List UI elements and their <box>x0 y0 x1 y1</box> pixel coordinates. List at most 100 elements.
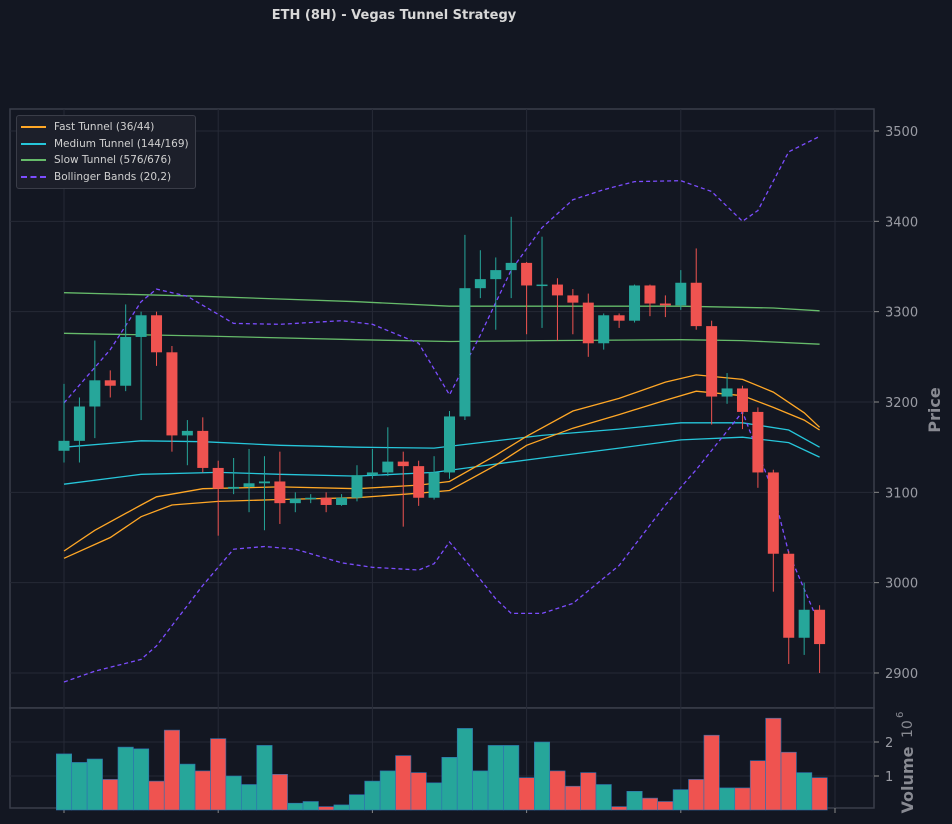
legend-label: Bollinger Bands (20,2) <box>54 170 172 183</box>
legend-label: Fast Tunnel (36/44) <box>54 121 155 134</box>
candle-body <box>135 315 147 337</box>
volume-bar <box>672 789 689 811</box>
candle-body <box>320 497 332 505</box>
candle-body <box>629 285 641 321</box>
slow-tunnel-lower-line <box>63 332 820 345</box>
y-tick-label: 3100 <box>885 486 918 501</box>
legend-item-medium: Medium Tunnel (144/169) <box>21 136 189 153</box>
volume-bar <box>55 753 72 811</box>
legend-label: Slow Tunnel (576/676) <box>54 154 172 167</box>
candle-body <box>567 295 579 303</box>
volume-bar <box>734 787 751 811</box>
candle-body <box>659 303 671 306</box>
volume-bar <box>302 801 319 811</box>
legend-item-bollinger: Bollinger Bands (20,2) <box>21 169 189 186</box>
candle-body <box>212 467 224 489</box>
candle-body <box>228 486 240 489</box>
candle-body <box>582 302 594 344</box>
bollinger-lower-line <box>63 410 821 683</box>
volume-bar <box>379 770 396 811</box>
volume-bar <box>271 773 288 811</box>
volume-bar <box>426 782 443 811</box>
volume-bar <box>703 734 720 811</box>
candle-body <box>258 481 270 484</box>
volume-bar <box>595 784 612 811</box>
volume-bar <box>749 760 766 811</box>
volume-bar <box>395 755 412 811</box>
volume-bar <box>780 751 797 811</box>
legend-swatch <box>21 175 46 178</box>
legend-item-fast: Fast Tunnel (36/44) <box>21 119 189 136</box>
volume-bar <box>256 745 273 811</box>
legend-swatch <box>21 126 46 129</box>
candle-body <box>120 336 132 386</box>
volume-bar <box>657 801 674 811</box>
legend-item-slow: Slow Tunnel (576/676) <box>21 152 189 169</box>
candle-body <box>274 481 286 504</box>
candle-body <box>181 430 193 436</box>
legend-label: Medium Tunnel (144/169) <box>54 137 189 150</box>
volume-bar <box>225 775 242 811</box>
volume-bar <box>133 748 150 811</box>
volume-bar <box>241 784 258 811</box>
legend-swatch <box>21 159 46 162</box>
volume-bar <box>611 806 628 811</box>
candle-body <box>505 262 517 271</box>
volume-bar <box>456 728 473 811</box>
candle-body <box>675 282 687 306</box>
volume-tick-label: 1 <box>885 770 893 785</box>
y-tick-label: 3400 <box>885 215 918 230</box>
candle-body <box>243 483 255 487</box>
candle-body <box>166 352 178 436</box>
volume-bar <box>549 770 566 811</box>
volume-bar <box>811 777 828 811</box>
volume-bar <box>487 745 504 811</box>
candle-body <box>521 262 533 286</box>
volume-bar <box>210 738 227 811</box>
candle-body <box>613 315 625 321</box>
legend: Fast Tunnel (36/44) Medium Tunnel (144/1… <box>16 115 196 189</box>
candle-body <box>536 284 548 287</box>
volume-bar <box>518 777 535 811</box>
volume-bar <box>472 770 489 811</box>
volume-bar <box>117 746 134 811</box>
volume-bar <box>318 806 335 811</box>
candle-body <box>752 411 764 473</box>
candle-body <box>551 284 563 296</box>
candle-body <box>644 285 656 304</box>
candle-body <box>459 288 471 417</box>
candle-body <box>706 326 718 397</box>
candle-body <box>351 475 363 498</box>
candle-body <box>151 315 163 353</box>
candle-body <box>289 498 301 504</box>
candle-body <box>767 472 779 554</box>
volume-bar <box>71 762 88 811</box>
volume-bar <box>410 772 427 811</box>
candle-body <box>490 270 502 280</box>
candle-body <box>305 497 317 500</box>
candle-body <box>73 406 85 441</box>
volume-bar <box>86 758 103 811</box>
y-tick-label: 2900 <box>885 667 918 682</box>
volume-bar <box>441 756 458 811</box>
candle-body <box>366 472 378 476</box>
y-axis-label: Price <box>925 387 944 433</box>
volume-bar <box>194 770 211 811</box>
volume-bar <box>287 802 304 811</box>
volume-axis-label: Volume <box>898 746 917 813</box>
volume-bar <box>148 780 165 811</box>
y-tick-label: 3000 <box>885 577 918 592</box>
fast-tunnel-upper-line <box>63 374 821 552</box>
volume-bar <box>163 729 180 811</box>
chart-title: ETH (8H) - Vegas Tunnel Strategy <box>271 8 517 23</box>
candle-body <box>798 609 810 638</box>
candle-body <box>690 282 702 327</box>
candle-body <box>783 553 795 638</box>
candle-body <box>89 380 101 407</box>
y-tick-label: 3500 <box>885 125 918 140</box>
bollinger-upper-line <box>63 135 820 404</box>
volume-bar <box>179 763 196 811</box>
candle-body <box>397 461 409 467</box>
volume-bar <box>719 787 736 811</box>
